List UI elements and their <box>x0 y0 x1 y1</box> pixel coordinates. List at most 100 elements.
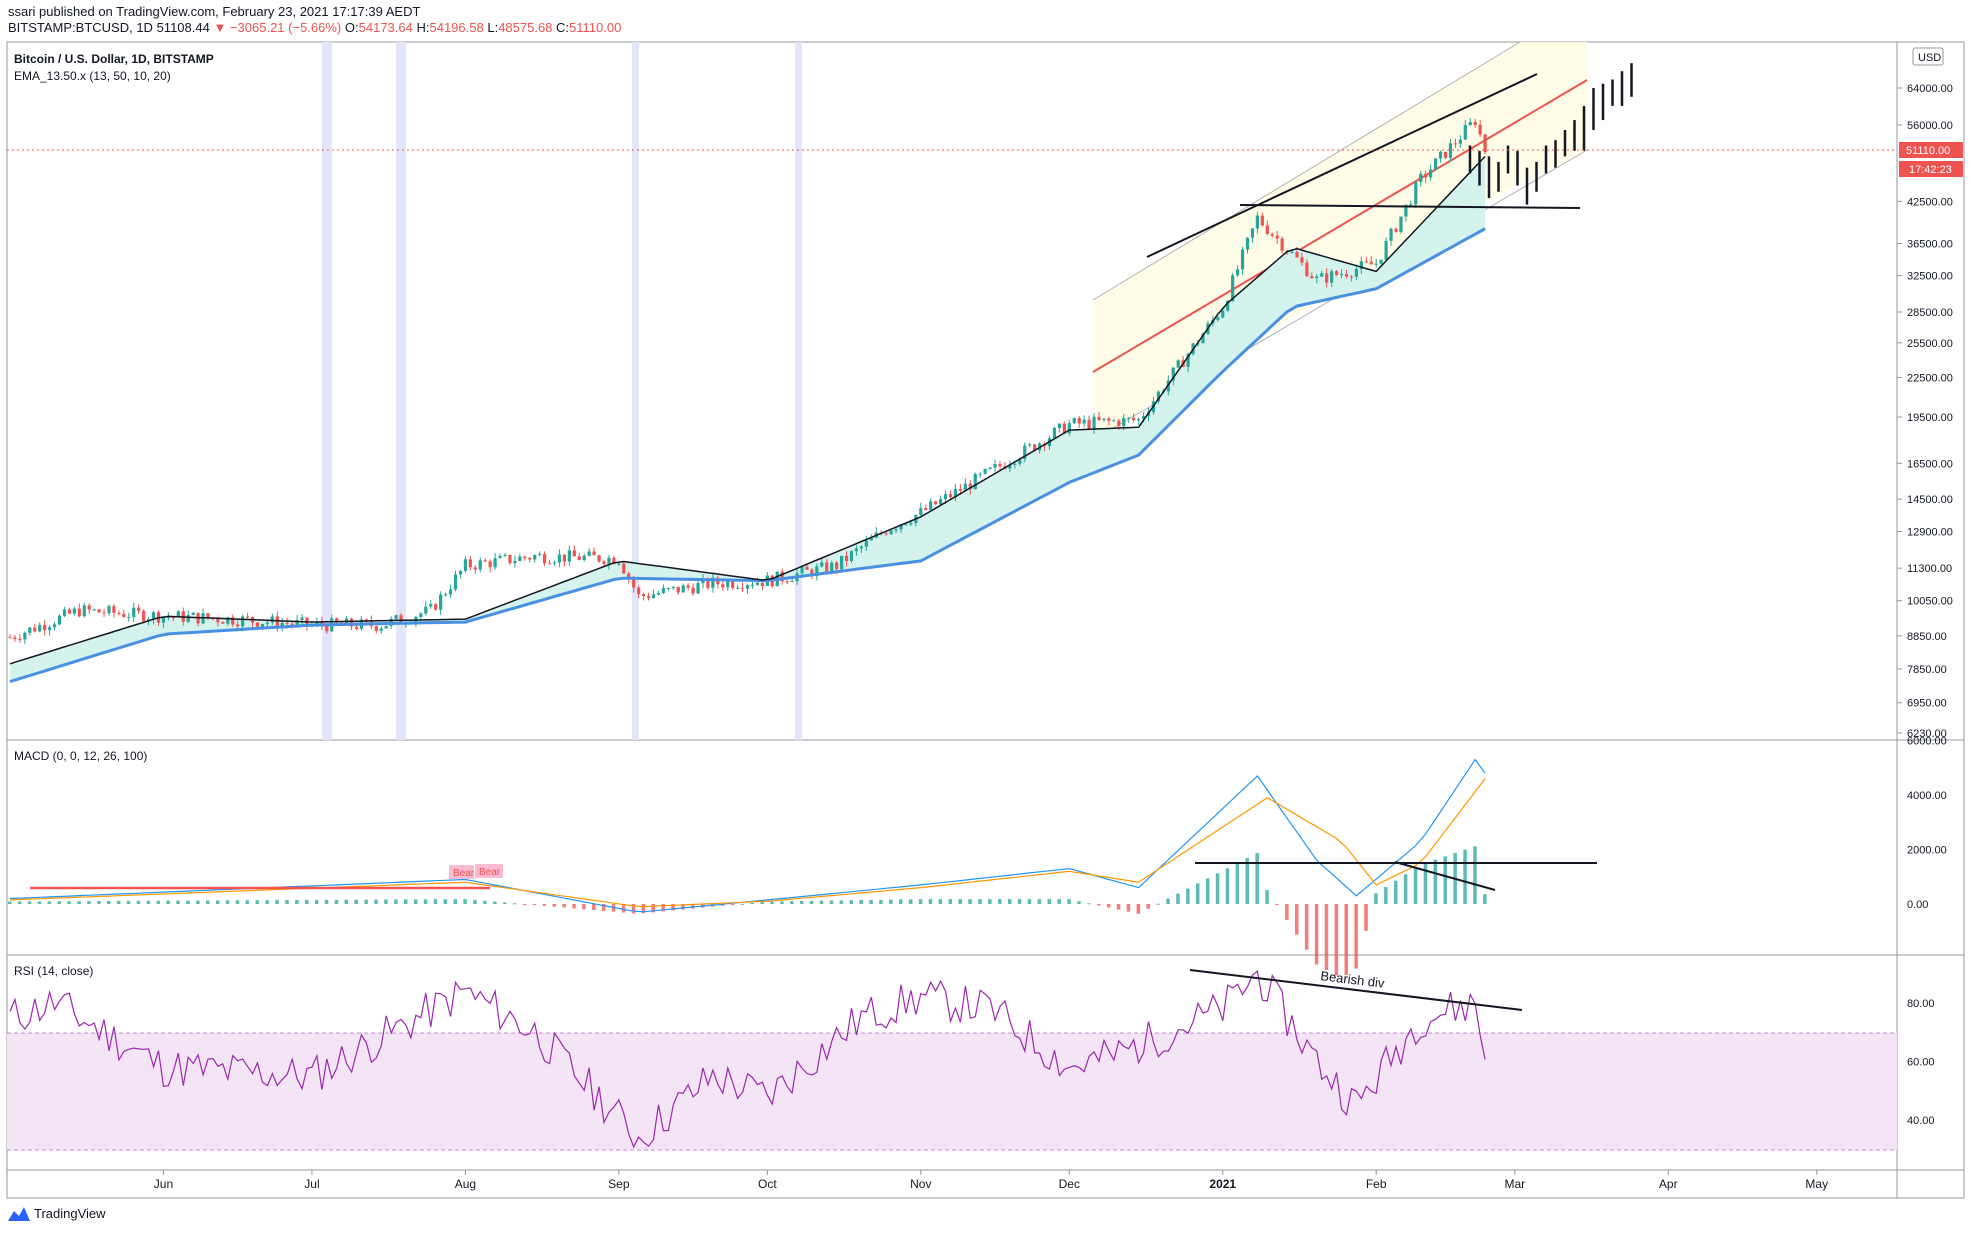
macd-hist-bar <box>552 904 556 907</box>
macd-hist-bar <box>780 901 784 904</box>
candle-body <box>691 587 695 594</box>
candle-body <box>973 473 977 490</box>
candle-body <box>1062 423 1066 434</box>
candle-body <box>968 483 972 490</box>
candle-body <box>508 554 512 564</box>
macd-hist-bar <box>404 899 408 904</box>
rsi-tick-label: 40.00 <box>1907 1115 1935 1127</box>
candle-body <box>617 563 621 565</box>
high-value: 54196.58 <box>429 20 484 35</box>
candle-body <box>434 604 438 610</box>
candle-body <box>33 627 37 632</box>
candle-body <box>1453 143 1457 145</box>
candle-body <box>87 605 91 610</box>
macd-hist-bar <box>1047 899 1051 904</box>
candle-body <box>429 604 433 607</box>
candle-body <box>543 554 547 564</box>
candle-body <box>498 555 502 559</box>
bearish-div-line[interactable] <box>1189 969 1523 1011</box>
candle-body <box>285 622 289 624</box>
macd-hist-bar <box>107 901 111 904</box>
macd-trendline[interactable] <box>1394 861 1496 891</box>
candle-body <box>1424 173 1428 178</box>
time-axis[interactable]: Jun Jul Aug Sep Oct Nov Dec 2021 Feb Mar Apr May <box>154 1170 1828 1191</box>
macd-hist-bar <box>592 904 596 911</box>
candle-body <box>1112 420 1116 422</box>
candle-body <box>582 555 586 561</box>
macd-hist-bar <box>1374 893 1378 904</box>
macd-hist-bar <box>1295 904 1299 935</box>
candle-body <box>1216 317 1220 320</box>
macd-hist-bar <box>928 899 933 904</box>
macd-legend: MACD (0, 0, 12, 26, 100) <box>14 749 147 763</box>
rsi-line <box>9 969 1486 1149</box>
candle-body <box>354 626 359 629</box>
candle-body <box>206 613 210 619</box>
ema-50-line <box>9 227 1486 684</box>
candle-body <box>1404 204 1408 217</box>
candle-body <box>260 624 265 627</box>
candle-body <box>18 638 22 640</box>
tradingview-logo[interactable]: TradingView <box>8 1206 106 1221</box>
candle-body <box>1137 419 1141 421</box>
candle-body <box>854 548 859 552</box>
macd-hist-bar <box>37 901 42 904</box>
change: ▼ −3065.21 (−5.66%) <box>213 20 342 35</box>
upper-trendline[interactable] <box>1146 73 1538 258</box>
macd-hist-bar <box>730 904 735 905</box>
candle-body <box>656 593 661 595</box>
macd-hist-bar <box>1433 859 1438 904</box>
macd-hist-bar <box>849 900 853 904</box>
countdown-badge <box>1899 161 1963 177</box>
candle-body <box>1028 444 1032 446</box>
signal-line <box>9 778 1486 908</box>
macd-hist-bar <box>829 900 834 904</box>
candle-body <box>904 524 908 526</box>
close-label: C: <box>556 20 570 35</box>
macd-hist-bar <box>384 899 388 904</box>
macd-hist-bar <box>176 900 180 904</box>
macd-hist-bar <box>1017 899 1022 904</box>
candle-body <box>894 529 898 531</box>
candle-body <box>448 589 453 595</box>
macd-hist-bar <box>542 904 547 906</box>
candle-body <box>552 562 557 564</box>
macd-hist-bar <box>1324 904 1329 970</box>
macd-hist-bar <box>1215 873 1220 904</box>
time-tick-label: Oct <box>758 1177 777 1191</box>
macd-hist-bar <box>394 899 398 904</box>
candle-body <box>52 624 57 628</box>
support-line[interactable] <box>1239 204 1581 209</box>
macd-hist-bar <box>1285 904 1289 920</box>
macd-hist-bar <box>433 899 438 904</box>
candle-body <box>849 551 854 561</box>
candle-body <box>1409 204 1413 206</box>
candle-body <box>840 555 844 570</box>
macd-hist-bar <box>1403 874 1408 904</box>
macd-hist-bar <box>1473 846 1477 904</box>
macd-hist-bar <box>1354 904 1358 969</box>
candle-body <box>844 555 849 561</box>
price-tick-label: 25500.00 <box>1907 338 1953 350</box>
candle-body <box>924 508 928 510</box>
price-axis[interactable]: 6230.00 6950.00 7850.00 8850.00 10050.00 1130… <box>1897 83 1953 740</box>
price-tick-label: 12900.00 <box>1907 526 1953 538</box>
candle-body <box>1290 252 1294 254</box>
macd-hist-bar <box>651 904 655 913</box>
candle-body <box>265 622 269 625</box>
price-tick-label: 19500.00 <box>1907 412 1953 424</box>
candle-body <box>1374 263 1378 265</box>
macd-hist-bar <box>532 904 537 905</box>
candle-body <box>1250 228 1255 238</box>
candle-body <box>943 494 948 500</box>
currency-button[interactable] <box>1912 47 1944 66</box>
macd-hist-bar <box>988 899 992 904</box>
candle-body <box>939 499 943 505</box>
session-band <box>795 42 802 740</box>
candle-body <box>592 551 596 556</box>
candle-body <box>1023 445 1027 460</box>
macd-hist-bar <box>889 899 893 904</box>
candle-body <box>488 561 492 568</box>
macd-hist-bar <box>809 900 814 904</box>
